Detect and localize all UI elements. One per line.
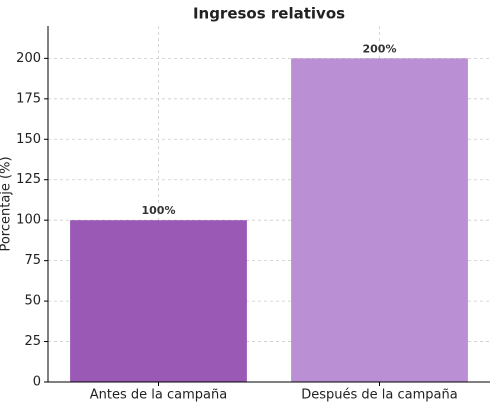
y-axis-label: Porcentaje (%) <box>0 156 14 251</box>
bar <box>70 220 247 382</box>
data-label: 100% <box>142 204 176 217</box>
y-tick-label: 0 <box>33 375 41 390</box>
y-tick-label: 50 <box>24 294 41 309</box>
y-tick-label: 75 <box>24 253 41 268</box>
y-tick-label: 25 <box>24 334 41 349</box>
data-label: 200% <box>363 42 397 55</box>
y-tick-label: 200 <box>16 51 41 66</box>
x-tick-label: Antes de la campaña <box>90 388 227 403</box>
y-tick-label: 100 <box>16 213 41 228</box>
bar <box>291 58 468 382</box>
y-tick-label: 175 <box>16 91 41 106</box>
y-tick-label: 150 <box>16 132 41 147</box>
chart-title: Ingresos relativos <box>193 5 345 23</box>
x-tick-label: Después de la campaña <box>301 388 457 403</box>
y-tick-label: 125 <box>16 172 41 187</box>
